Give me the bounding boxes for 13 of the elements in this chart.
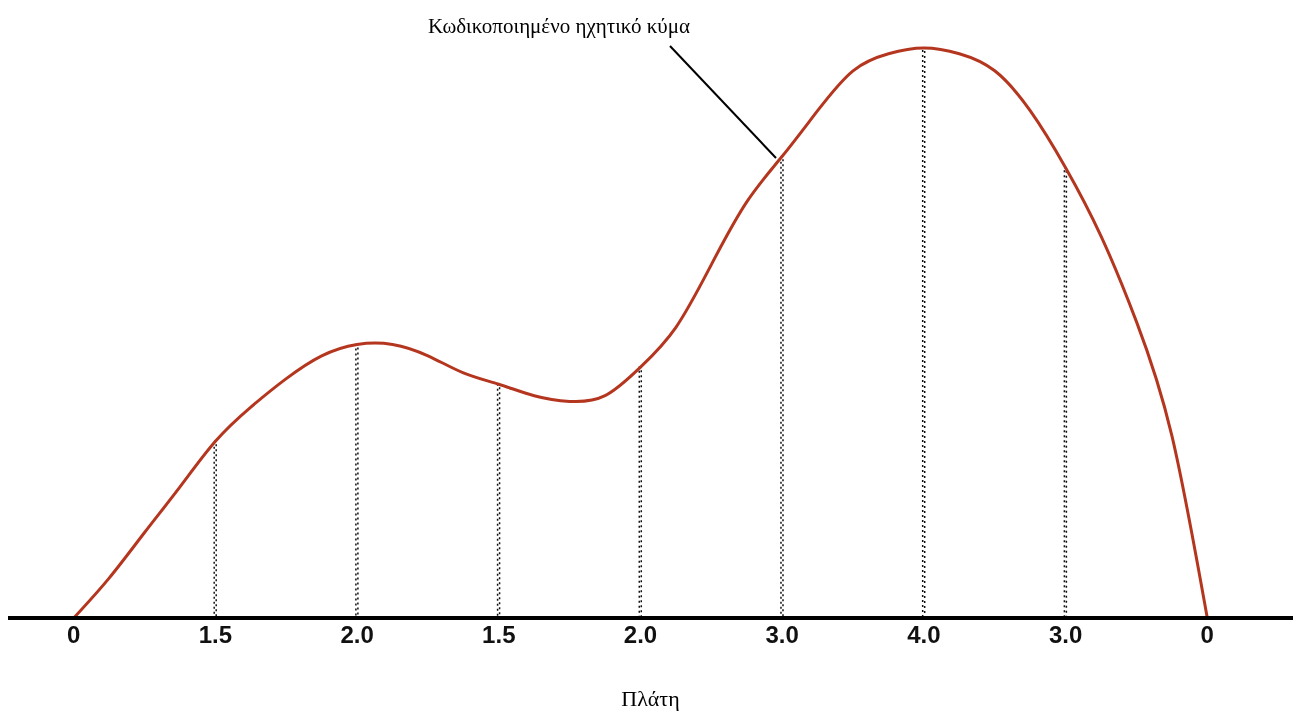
x-tick-label: 3.0 bbox=[765, 621, 799, 649]
x-axis-title: Πλάτη bbox=[620, 686, 681, 712]
x-tick-label: 3.0 bbox=[1048, 621, 1083, 649]
x-tick-label: 0 bbox=[67, 621, 81, 649]
text: Κωδικοποιημένο ηχητικό κύμα bbox=[428, 14, 690, 39]
x-tick-label: 0 bbox=[1200, 621, 1214, 649]
x-tick-label: 4.0 bbox=[907, 621, 941, 649]
x-tick-label: 2.0 bbox=[340, 621, 374, 649]
bar bbox=[496, 383, 501, 619]
bar bbox=[921, 47, 926, 619]
x-tick-label: 1.5 bbox=[198, 621, 233, 649]
x-tick-label: 2.0 bbox=[623, 621, 658, 649]
x-tick-label: 1.5 bbox=[482, 621, 516, 649]
